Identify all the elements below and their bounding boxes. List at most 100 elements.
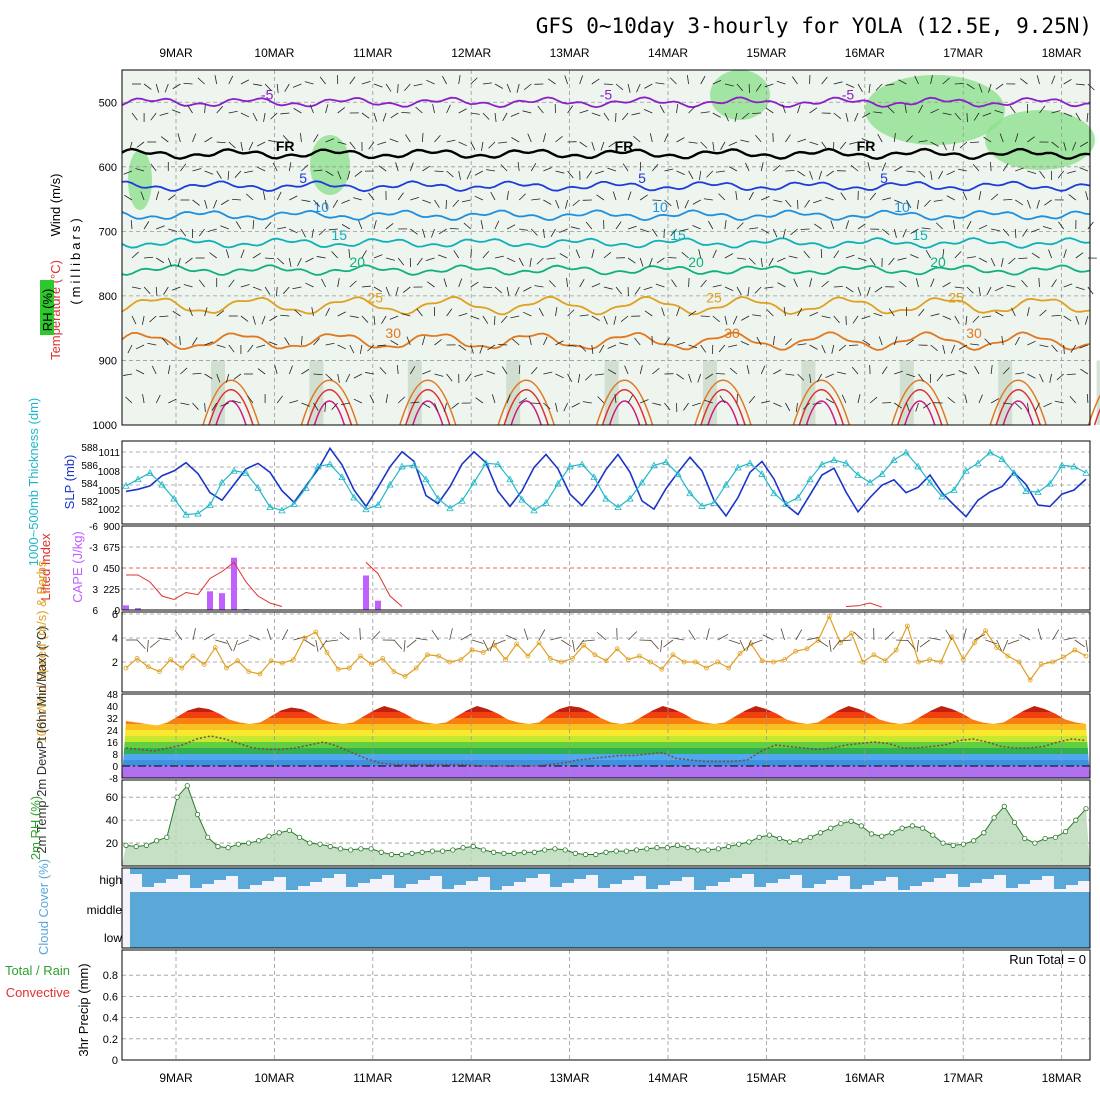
wind-barb [402, 286, 411, 293]
wind-barb [401, 313, 411, 317]
wind-speed-point [804, 646, 810, 652]
wind-barb [276, 257, 285, 265]
wind-barb [252, 315, 256, 325]
cloud-high-column [958, 868, 970, 887]
wind-speed-point [514, 641, 520, 647]
wind-barb [354, 170, 363, 177]
cloud-high-column [1042, 868, 1054, 876]
wind-barb [755, 83, 762, 92]
wind-speed-point [436, 653, 441, 659]
wind-barb [192, 402, 199, 410]
wind-barb [543, 336, 548, 346]
wind-barb-10m [523, 628, 529, 641]
wind-barb [143, 221, 150, 230]
wind-barb [543, 228, 545, 238]
wind-speed-point [938, 659, 944, 665]
wind-speed-point [503, 657, 508, 662]
temp-band [122, 718, 1090, 724]
wind-barb [797, 343, 807, 346]
contour-label: 25 [367, 290, 383, 306]
wind-barb [409, 162, 414, 172]
wind-barb [204, 103, 206, 114]
wind-barb [192, 168, 202, 172]
date-label-bottom: 16MAR [845, 1071, 885, 1085]
wind-barb [591, 112, 601, 117]
wind-ylabel: Wind (m/s) [48, 174, 63, 237]
wind-barb [1063, 315, 1072, 322]
wind-barb [240, 284, 250, 288]
warm-layer-contour [202, 379, 260, 426]
cloud-high-column [658, 868, 670, 885]
wind-barb [651, 163, 659, 172]
wind-barb [869, 257, 876, 266]
wind-barb [506, 286, 510, 296]
wind-barb [379, 367, 387, 375]
wind-barb [192, 133, 197, 143]
wind-barb [862, 112, 871, 118]
contour-label: 5 [880, 170, 888, 186]
wind-barb [1014, 228, 1017, 239]
cloud-high-column [826, 868, 838, 880]
wind-barb-10m [460, 633, 472, 641]
wind-barb [978, 224, 988, 230]
wind-barb [1048, 249, 1052, 259]
wind-barb [361, 80, 371, 85]
wind-barb [942, 249, 945, 259]
contour-label: 15 [670, 227, 686, 243]
wind-barb [966, 286, 974, 294]
rh-streak [1096, 360, 1100, 425]
wind-speed-point [201, 662, 207, 667]
wind-barb [825, 196, 834, 201]
wind-barb [559, 253, 568, 259]
wind-barb [373, 220, 377, 230]
wind-barb [555, 136, 563, 143]
wind-barb [831, 344, 835, 354]
wind-barb [276, 191, 282, 201]
thickness-point [518, 495, 526, 503]
rh-point [450, 847, 456, 853]
thickness-point [638, 478, 646, 486]
wind-barb [760, 257, 763, 267]
wind-barb [851, 366, 859, 375]
wind-barb [579, 279, 585, 288]
cloud-high-column [142, 868, 154, 887]
wind-barb [262, 191, 266, 201]
wind-barb [627, 225, 637, 230]
wind-speed-point [983, 628, 988, 634]
cape-bar [375, 600, 381, 610]
rh-tick-label: 40 [106, 815, 118, 827]
rh-point [286, 827, 293, 834]
date-label-top: 13MAR [550, 46, 590, 60]
wind-barb [729, 367, 738, 375]
wind-barb [543, 402, 551, 410]
wind-barb [888, 257, 895, 266]
temp-band [122, 748, 1090, 754]
wind-barb [982, 315, 992, 318]
wind-barb-10m [471, 639, 484, 644]
wind-barb [636, 83, 641, 93]
wind-barb [893, 133, 896, 143]
rh-point [439, 848, 446, 854]
wind-barb [899, 281, 907, 288]
cloud-level-label: low [104, 931, 122, 945]
wind-barb [225, 373, 230, 383]
wind-barb [272, 162, 278, 172]
thickness-point [722, 480, 730, 488]
wind-barb [966, 112, 968, 123]
wind-barb [263, 112, 266, 122]
precip-tick-label: 0.2 [103, 1034, 118, 1046]
wind-barb [378, 165, 387, 172]
wind-barb [365, 372, 375, 375]
rh-point [235, 841, 241, 847]
warm-layer-contour [1093, 408, 1100, 426]
wind-barb [180, 228, 187, 237]
wind-speed-point [313, 629, 319, 635]
wind-barb-10m [226, 639, 233, 651]
wind-barb [155, 286, 158, 297]
wind-barb [942, 112, 952, 116]
wind-barb [797, 170, 806, 177]
wind-barb [434, 339, 442, 346]
wind-barb [1058, 221, 1065, 230]
wind-barb [390, 112, 399, 119]
wind-barb [284, 337, 290, 346]
